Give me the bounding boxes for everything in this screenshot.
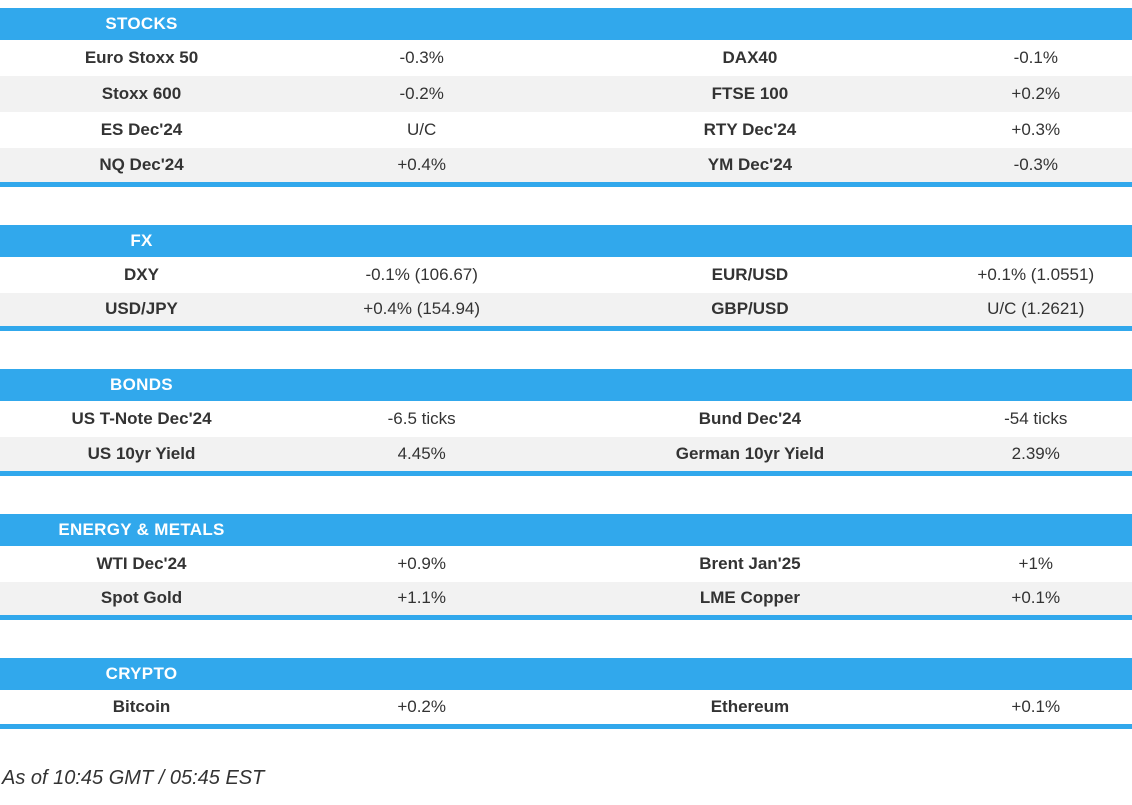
section-header-spacer <box>939 658 1132 690</box>
instrument-value: -0.2% <box>283 76 561 112</box>
section-header-spacer <box>560 8 940 40</box>
instrument-name: German 10yr Yield <box>560 437 940 473</box>
section-header-row: CRYPTO <box>0 658 1132 690</box>
table-row: Spot Gold +1.1% LME Copper +0.1% <box>0 581 1132 618</box>
market-sections: STOCKS Euro Stoxx 50 -0.3% DAX40 -0.1% S… <box>0 8 1132 729</box>
instrument-value: 2.39% <box>939 437 1132 473</box>
instrument-value: -6.5 ticks <box>387 409 456 428</box>
section-header-spacer <box>560 369 940 401</box>
table-row: Euro Stoxx 50 -0.3% DAX40 -0.1% <box>0 40 1132 76</box>
instrument-value: -54 ticks <box>1004 409 1068 428</box>
instrument-name: Stoxx 600 <box>0 76 283 112</box>
instrument-value: +0.1% (1.0551) <box>977 264 1095 284</box>
section-header-spacer <box>560 658 940 690</box>
section-title: ENERGY & METALS <box>0 513 283 546</box>
section-header-row: FX <box>0 224 1132 257</box>
table-row: US 10yr Yield 4.45% German 10yr Yield 2.… <box>0 437 1132 473</box>
section-header-row: BONDS <box>0 369 1132 401</box>
table-row: US T-Note Dec'24 -6.5 ticks Bund Dec'24 … <box>0 401 1132 437</box>
instrument-value: +1.1% <box>283 581 561 618</box>
market-section-table: STOCKS Euro Stoxx 50 -0.3% DAX40 -0.1% S… <box>0 8 1132 187</box>
instrument-name: Bund Dec'24 <box>698 409 802 428</box>
instrument-value: +0.1% <box>1011 696 1061 716</box>
instrument-value: 4.45% <box>283 437 561 473</box>
market-section-table: CRYPTO Bitcoin +0.2% Ethereum +0.1% <box>0 658 1132 729</box>
instrument-value: +0.3% <box>1011 120 1061 139</box>
instrument-value: +0.2% <box>939 76 1132 112</box>
section-header-row: STOCKS <box>0 8 1132 40</box>
instrument-value: -0.3% <box>939 148 1132 184</box>
market-section-table: FX DXY -0.1% (106.67) EUR/USD +0.1% (1.0… <box>0 224 1132 331</box>
instrument-name: USD/JPY <box>0 292 283 329</box>
table-row: USD/JPY +0.4% (154.94) GBP/USD U/C (1.26… <box>0 292 1132 329</box>
section-title: CRYPTO <box>0 658 283 690</box>
instrument-name: US T-Note Dec'24 <box>71 409 212 428</box>
instrument-value: -0.1% (106.67) <box>365 264 478 284</box>
table-row: WTI Dec'24 +0.9% Brent Jan'25 +1% <box>0 546 1132 582</box>
section-header-spacer <box>939 224 1132 257</box>
instrument-value: U/C <box>407 120 437 139</box>
section-header-spacer <box>939 369 1132 401</box>
instrument-name: Bitcoin <box>112 696 171 716</box>
instrument-name: NQ Dec'24 <box>0 148 283 184</box>
instrument-name: DAX40 <box>722 48 778 67</box>
table-row: NQ Dec'24 +0.4% YM Dec'24 -0.3% <box>0 148 1132 184</box>
section-header-spacer <box>283 224 561 257</box>
instrument-value: +0.4% <box>283 148 561 184</box>
instrument-value: +0.4% (154.94) <box>283 292 561 329</box>
section-header-row: ENERGY & METALS <box>0 513 1132 546</box>
instrument-name: GBP/USD <box>560 292 940 329</box>
instrument-value: +0.9% <box>397 553 446 573</box>
instrument-name: Ethereum <box>710 696 790 716</box>
section-header-spacer <box>283 658 561 690</box>
instrument-name: US 10yr Yield <box>0 437 283 473</box>
instrument-value: +0.1% <box>939 581 1132 618</box>
instrument-value: -0.1% <box>1013 48 1058 67</box>
instrument-name: DXY <box>124 264 159 284</box>
instrument-name: RTY Dec'24 <box>703 120 797 139</box>
table-row: Stoxx 600 -0.2% FTSE 100 +0.2% <box>0 76 1132 112</box>
instrument-name: EUR/USD <box>711 264 789 284</box>
section-header-spacer <box>283 513 561 546</box>
table-row: Bitcoin +0.2% Ethereum +0.1% <box>0 690 1132 726</box>
instrument-value: +1% <box>1018 553 1054 573</box>
instrument-name: Spot Gold <box>0 581 283 618</box>
market-wrap: STOCKS Euro Stoxx 50 -0.3% DAX40 -0.1% S… <box>0 8 1132 789</box>
section-title: BONDS <box>0 369 283 401</box>
instrument-name: FTSE 100 <box>560 76 940 112</box>
instrument-value: +0.2% <box>397 696 446 716</box>
instrument-value: U/C (1.2621) <box>939 292 1132 329</box>
section-header-spacer <box>939 513 1132 546</box>
market-section-table: BONDS US T-Note Dec'24 -6.5 ticks Bund D… <box>0 369 1132 476</box>
section-header-spacer <box>560 224 940 257</box>
section-header-spacer <box>939 8 1132 40</box>
table-row: ES Dec'24 U/C RTY Dec'24 +0.3% <box>0 112 1132 148</box>
instrument-name: Brent Jan'25 <box>699 553 801 573</box>
section-header-spacer <box>560 513 940 546</box>
instrument-name: YM Dec'24 <box>560 148 940 184</box>
section-title: STOCKS <box>0 8 283 40</box>
instrument-name: WTI Dec'24 <box>96 553 187 573</box>
section-header-spacer <box>283 369 561 401</box>
market-section-table: ENERGY & METALS WTI Dec'24 +0.9% Brent J… <box>0 513 1132 620</box>
section-header-spacer <box>283 8 561 40</box>
instrument-name: LME Copper <box>560 581 940 618</box>
instrument-name: ES Dec'24 <box>100 120 183 139</box>
timestamp-note: As of 10:45 GMT / 05:45 EST <box>2 766 265 789</box>
instrument-name: Euro Stoxx 50 <box>84 48 199 67</box>
section-title: FX <box>0 224 283 257</box>
table-row: DXY -0.1% (106.67) EUR/USD +0.1% (1.0551… <box>0 257 1132 293</box>
instrument-value: -0.3% <box>399 48 444 67</box>
